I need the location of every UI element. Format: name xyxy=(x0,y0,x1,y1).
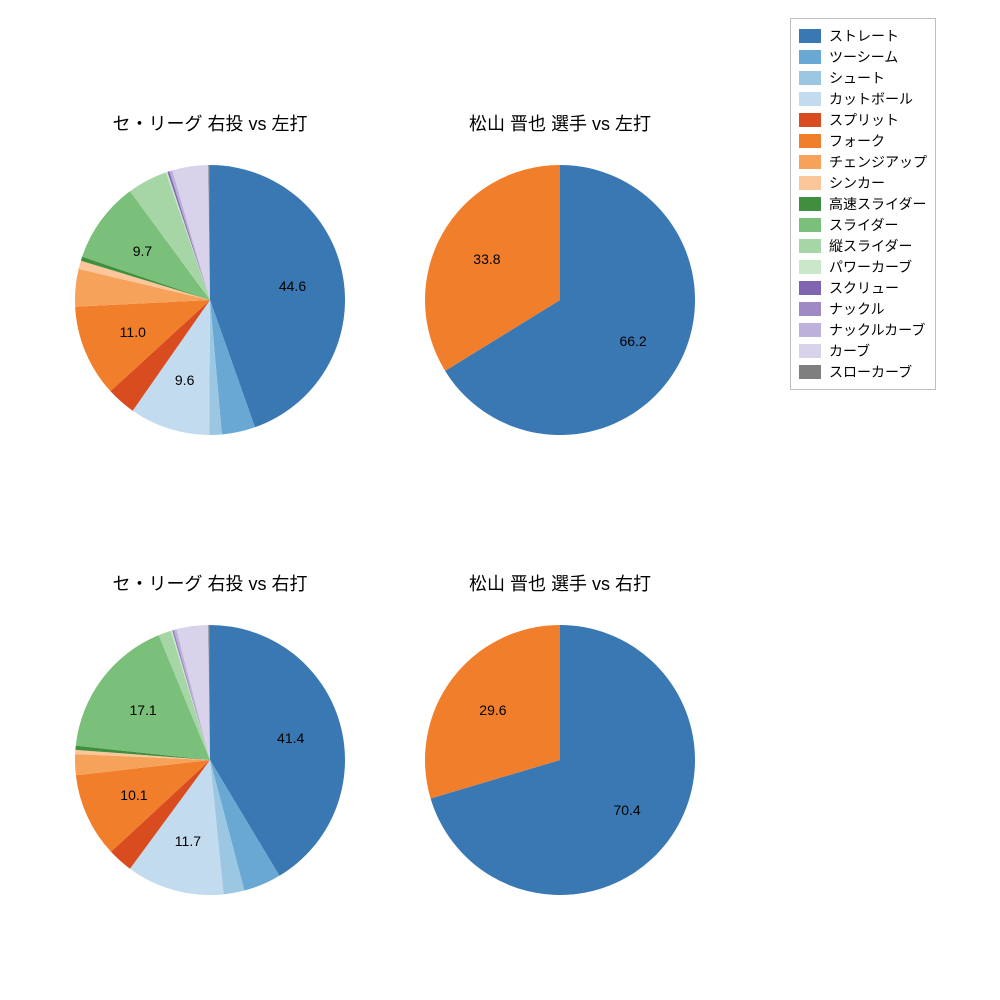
legend-swatch xyxy=(799,50,821,64)
legend-label: ナックルカーブ xyxy=(829,320,925,340)
legend-swatch xyxy=(799,218,821,232)
pie-slice-label: 41.4 xyxy=(277,730,304,746)
legend-swatch xyxy=(799,197,821,211)
legend-label: スライダー xyxy=(829,215,898,235)
chart-title: 松山 晋也 選手 vs 右打 xyxy=(410,570,710,596)
legend-item: スライダー xyxy=(799,215,927,235)
pie-slice-label: 11.0 xyxy=(120,324,146,340)
pie-svg xyxy=(425,625,695,895)
pie-chart: 44.6 9.6 11.0 9.7 xyxy=(75,165,345,435)
pie-svg xyxy=(75,625,345,895)
legend-item: パワーカーブ xyxy=(799,257,927,277)
chart-title: 松山 晋也 選手 vs 左打 xyxy=(410,110,710,136)
legend-label: スクリュー xyxy=(829,278,899,298)
legend-item: 縦スライダー xyxy=(799,236,927,256)
legend-label: 縦スライダー xyxy=(829,236,912,256)
legend-item: スローカーブ xyxy=(799,362,927,382)
legend-label: フォーク xyxy=(829,131,885,151)
legend-item: シンカー xyxy=(799,173,927,193)
legend-item: ツーシーム xyxy=(799,47,927,67)
legend-item: ストレート xyxy=(799,26,927,46)
legend-label: ツーシーム xyxy=(829,47,898,67)
legend-item: カットボール xyxy=(799,89,927,109)
pie-slice-label: 17.1 xyxy=(129,702,156,718)
pie-slice-label: 70.4 xyxy=(613,802,640,818)
legend-swatch xyxy=(799,92,821,106)
legend-swatch xyxy=(799,323,821,337)
legend-label: カットボール xyxy=(829,89,913,109)
legend-item: 高速スライダー xyxy=(799,194,927,214)
legend-swatch xyxy=(799,239,821,253)
legend-label: スローカーブ xyxy=(829,362,912,382)
pie-slice-label: 10.1 xyxy=(120,787,147,803)
legend-item: フォーク xyxy=(799,131,927,151)
legend-label: ストレート xyxy=(829,26,899,46)
pie-slice-label: 44.6 xyxy=(279,278,306,294)
legend-swatch xyxy=(799,113,821,127)
pie-chart: 41.4 11.7 10.1 17.1 xyxy=(75,625,345,895)
legend-item: スプリット xyxy=(799,110,927,130)
legend-swatch xyxy=(799,260,821,274)
legend-swatch xyxy=(799,344,821,358)
legend-label: チェンジアップ xyxy=(829,152,927,172)
legend-swatch xyxy=(799,365,821,379)
legend-item: シュート xyxy=(799,68,927,88)
pie-slice-label: 11.7 xyxy=(175,833,201,849)
legend-item: ナックルカーブ xyxy=(799,320,927,340)
pie-chart: 66.2 33.8 xyxy=(425,165,695,435)
legend-swatch xyxy=(799,29,821,43)
legend-label: シンカー xyxy=(829,173,885,193)
pie-slice-label: 29.6 xyxy=(479,702,506,718)
legend-swatch xyxy=(799,176,821,190)
pie-slice-label: 33.8 xyxy=(473,251,500,267)
legend-label: スプリット xyxy=(829,110,899,130)
legend-swatch xyxy=(799,302,821,316)
legend-swatch xyxy=(799,71,821,85)
pie-svg xyxy=(425,165,695,435)
legend-label: カーブ xyxy=(829,341,870,361)
legend-label: 高速スライダー xyxy=(829,194,926,214)
legend-swatch xyxy=(799,281,821,295)
legend-item: スクリュー xyxy=(799,278,927,298)
chart-title: セ・リーグ 右投 vs 左打 xyxy=(60,110,360,136)
chart-title: セ・リーグ 右投 vs 右打 xyxy=(60,570,360,596)
pie-svg xyxy=(75,165,345,435)
legend-item: ナックル xyxy=(799,299,927,319)
legend-item: カーブ xyxy=(799,341,927,361)
legend-label: シュート xyxy=(829,68,885,88)
legend: ストレートツーシームシュートカットボールスプリットフォークチェンジアップシンカー… xyxy=(790,18,936,390)
pie-slice-label: 9.6 xyxy=(175,372,194,388)
pie-slice-label: 9.7 xyxy=(133,243,152,259)
pie-slice-label: 66.2 xyxy=(619,333,646,349)
legend-swatch xyxy=(799,155,821,169)
legend-item: チェンジアップ xyxy=(799,152,927,172)
legend-swatch xyxy=(799,134,821,148)
legend-label: パワーカーブ xyxy=(829,257,912,277)
pie-chart: 70.4 29.6 xyxy=(425,625,695,895)
legend-label: ナックル xyxy=(829,299,885,319)
